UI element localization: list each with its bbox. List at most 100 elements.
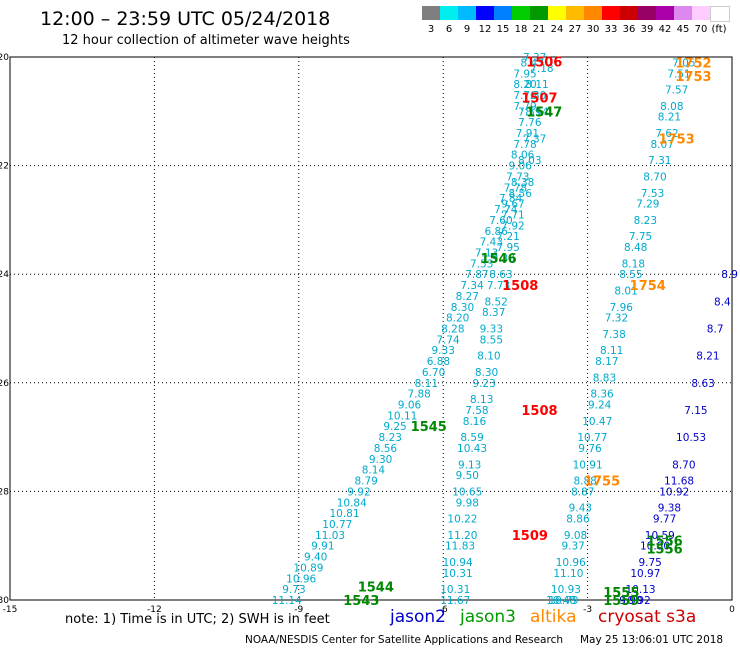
wave-height-value: 7.95 [496,242,519,254]
wave-height-value: 9.25 [383,421,406,433]
wave-height-value: 10.59 [645,530,675,542]
wave-height-value: 9.24 [588,400,612,412]
wave-height-value: 7.38 [602,329,625,341]
legend-entry: jason2 [390,607,446,627]
wave-height-value: 10.93 [551,584,581,596]
wave-height-value: 7.58 [465,405,488,417]
pass-time-label: 1754 [630,279,666,294]
wave-height-value: 9.33 [480,324,503,336]
scale-swatch [656,6,674,20]
scale-label: (ft) [711,24,727,35]
wave-height-value: 8.70 [672,459,695,471]
wave-height-value: 9.67 [501,199,524,211]
wave-height-value: 8.37 [482,307,505,319]
pass-time-label: 1556 [647,542,683,557]
wave-height-value: 8.30 [475,367,498,379]
wave-height-value: 10.13 [626,584,656,596]
wave-height-value: 8.4 [714,296,731,308]
wave-height-value: 7.73 [487,280,510,292]
wave-height-value: 9.30 [369,454,392,466]
wave-height-value: 7.92 [501,220,524,232]
wave-height-value: 7.43 [480,237,503,249]
scale-swatch [620,6,638,20]
wave-height-value: 11.03 [315,530,345,542]
pass-time-label: 1508 [521,404,557,419]
scale-swatch [440,6,458,20]
pass-time-label: 1508 [502,279,538,294]
legend-entry: altika [530,607,577,627]
wave-height-value: 9.76 [578,443,602,455]
wave-height-value: 10.11 [387,410,417,422]
wave-height-value: 8.30 [451,302,474,314]
wave-height-value: 10.94 [443,557,473,569]
wave-height-value: 7.96 [610,302,634,314]
wave-height-value: 8.16 [463,416,487,428]
wave-height-value: 9.38 [658,503,681,515]
wave-height-value: 7.74 [494,204,518,216]
wave-height-value: 6.88 [427,356,450,368]
wave-height-value: 6.86 [484,226,508,238]
wave-height-value: 11.20 [447,530,477,542]
scale-swatch [512,6,530,20]
scale-label: 42 [658,24,672,35]
wave-height-value: 8.14 [362,465,386,477]
wave-height-value: 7.57 [665,85,688,97]
wave-height-value: 10.92 [621,595,651,607]
wave-height-value: 10.53 [676,432,706,444]
wave-height-value: 10.96 [286,573,316,585]
wave-height-value: 10.81 [329,508,359,520]
scale-swatch [530,6,548,20]
scale-label: 18 [514,24,528,35]
wave-height-value: 10.22 [447,514,477,526]
wave-height-value: 9.77 [653,514,676,526]
wave-height-value: 9.13 [458,459,481,471]
wave-height-value: 8.23 [379,432,402,444]
wave-height-value: 9.23 [472,378,495,390]
pass-time-label: 1509 [512,529,548,544]
wave-height-value: 8.63 [691,378,714,390]
y-tick-label: -22 [0,162,9,172]
wave-height-value: 8.07 [651,139,674,151]
scale-swatch [458,6,476,20]
pass-time-label: 1555 [603,586,639,601]
scale-label: 24 [550,24,564,35]
scale-swatch [548,6,566,20]
scale-swatch [674,6,692,20]
wave-height-value: 8.43 [521,57,544,69]
wave-height-value: 11.68 [664,476,694,488]
wave-height-value: 11.10 [553,568,583,580]
legend-entry: cryosat s3a [598,607,697,627]
wave-height-value: 9.75 [638,557,661,569]
wave-height-value: 10.91 [573,459,603,471]
wave-height-value: 9.40 [304,552,327,564]
wave-height-value: 10.79 [549,595,579,607]
scale-label: 27 [568,24,582,35]
wave-height-value: 9.08 [564,530,587,542]
scale-swatch [584,6,602,20]
wave-height-value: 7.53 [470,258,493,270]
scale-swatch [494,6,512,20]
wave-height-value: 7.37 [523,133,546,145]
x-tick-label: -6 [439,605,448,615]
wave-height-value: 7.84 [499,193,523,205]
wave-height-value: 9.06 [509,161,533,173]
scale-swatch [710,6,730,22]
wave-height-value: 9.33 [432,345,455,357]
wave-height-value: 8.20 [513,79,536,91]
y-tick-label: -30 [0,596,9,606]
scale-swatch [638,6,656,20]
pass-time-label: 1545 [411,420,447,435]
wave-height-value: 8.21 [658,112,681,124]
wave-height-value: 8.11 [415,378,438,390]
wave-height-value: 7.75 [629,231,652,243]
wave-height-value: 9.50 [456,470,479,482]
scale-label: 30 [586,24,600,35]
scale-label: 21 [532,24,546,35]
wave-height-value: 7.53 [641,188,664,200]
wave-height-value: 8.79 [354,476,377,488]
pass-time-label: 1753 [659,132,695,147]
scale-label: 9 [463,24,471,35]
wave-height-value: 9.90 [619,595,642,607]
scale-label: 6 [445,24,453,35]
